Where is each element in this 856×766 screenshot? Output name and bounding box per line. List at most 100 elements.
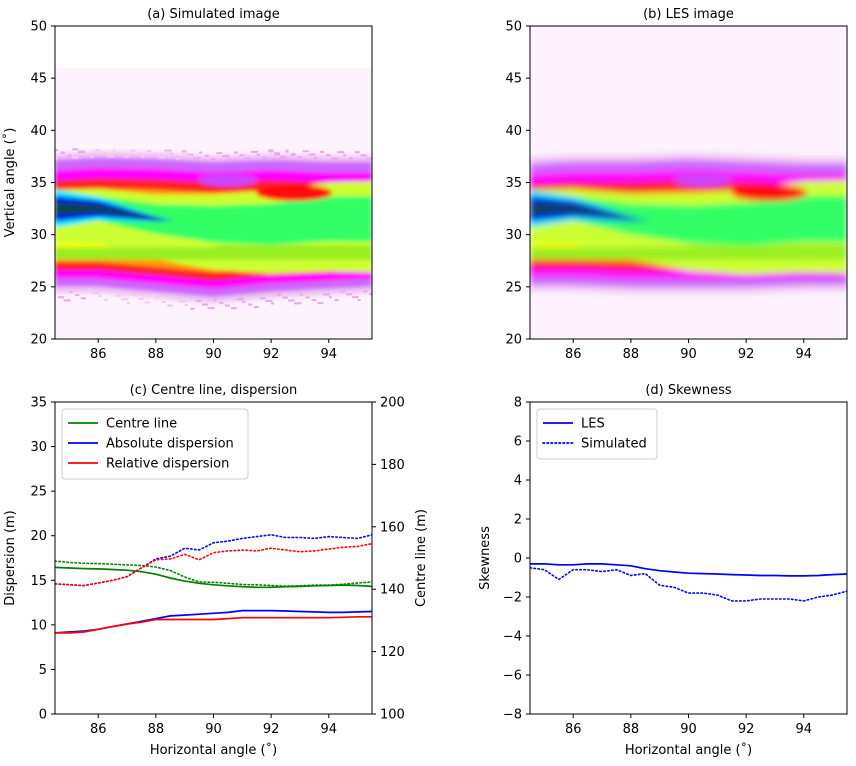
legend-label: Simulated: [581, 437, 647, 452]
x-tick-label: 92: [263, 347, 280, 362]
speckle: [334, 299, 339, 302]
y-tick-label: 20: [505, 333, 522, 348]
speckle: [259, 297, 266, 300]
y-tick-label: 30: [30, 440, 47, 455]
series-line-3: [55, 560, 372, 587]
speckle: [184, 304, 188, 306]
speckle: [320, 150, 325, 153]
plume-upper-red: [731, 184, 808, 201]
speckle: [176, 157, 180, 160]
speckle: [60, 150, 65, 153]
speckle: [311, 299, 317, 302]
speckle: [239, 154, 245, 157]
panel-b: 86 88 90 92 94 20 25 30 35 40 45 50 (b) LES image: [505, 7, 848, 362]
series-line-0: [55, 566, 372, 589]
y-tick-label: 50: [30, 20, 47, 35]
series-line-0: [530, 563, 847, 577]
speckle: [138, 297, 144, 300]
heatmap-image: [55, 26, 372, 339]
speckle: [196, 299, 202, 302]
speckle: [300, 293, 303, 296]
y-tick-label: 25: [505, 280, 522, 295]
y-tick-label: 0: [514, 552, 522, 567]
speckle: [204, 154, 209, 157]
y-axis-label: Skewness: [478, 526, 493, 590]
x-tick-label: 86: [565, 722, 582, 737]
heatmap-image: [530, 26, 847, 339]
series-lines: [530, 563, 847, 602]
speckle: [158, 156, 165, 159]
x-tick-label: 94: [320, 722, 337, 737]
y-tick-label: 20: [30, 333, 47, 348]
y2-tick-label: 180: [380, 458, 405, 473]
series-line-1: [530, 567, 847, 602]
y2-tick-label: 100: [380, 708, 405, 723]
speckle: [346, 293, 353, 296]
y-tick-label: −2: [503, 591, 522, 606]
speckle: [279, 156, 287, 159]
speckle: [170, 154, 174, 157]
speckle: [360, 154, 367, 157]
speckle: [167, 304, 173, 307]
speckle: [245, 157, 252, 160]
speckle: [89, 155, 94, 158]
y2-tick-label: 160: [380, 520, 405, 535]
series-line-1: [55, 609, 372, 634]
speckle: [164, 150, 172, 153]
plume-speckles: [55, 148, 372, 310]
panel-c: 86 88 90 92 94 0 5 10 15 20 25 30 35 (c) Centre line,…: [3, 383, 429, 758]
panel-d: 86 88 90 92 94 −8 −6 −4 −2 0 2 4 6 8 (d) Skewness Horiz…: [478, 383, 848, 758]
y-tick-label: 5: [39, 663, 47, 678]
x-tick-label: 90: [680, 722, 697, 737]
y-tick-label: 40: [30, 124, 47, 139]
x-tick-label: 86: [90, 722, 107, 737]
y-axis-label: Vertical angle (˚): [2, 128, 18, 238]
y-tick-label: 30: [30, 228, 47, 243]
speckle: [262, 156, 267, 159]
y-tick-label: 35: [30, 396, 47, 411]
plume-upper-patch: [672, 174, 733, 187]
series-lines: [55, 533, 372, 634]
y-tick-label: 0: [39, 708, 47, 723]
speckle: [72, 156, 79, 159]
y2-tick-label: 200: [380, 396, 405, 411]
speckle: [265, 299, 273, 302]
speckle: [112, 149, 116, 152]
speckle: [369, 293, 372, 296]
speckle: [187, 155, 194, 157]
speckle: [351, 296, 359, 299]
speckle: [340, 290, 346, 293]
speckle: [178, 300, 186, 303]
speckle: [297, 156, 303, 159]
speckle: [225, 304, 230, 307]
speckle: [83, 152, 87, 155]
x-tick-label: 90: [680, 347, 697, 362]
y-tick-label: 20: [30, 529, 47, 544]
speckle: [155, 297, 159, 300]
plot-frame: [529, 25, 848, 340]
x-tick-label: 92: [738, 722, 755, 737]
x-tick-label: 92: [263, 722, 280, 737]
plume-core-dark: [530, 203, 847, 225]
speckle: [366, 157, 372, 160]
plot-frame: [529, 401, 848, 715]
speckle: [75, 294, 80, 297]
chart-title: (c) Centre line, dispersion: [130, 383, 298, 398]
plume-core-dark: [55, 203, 372, 225]
speckle: [323, 293, 330, 296]
speckle: [173, 296, 180, 299]
speckle: [314, 156, 318, 159]
legend-label: LES: [581, 417, 605, 432]
speckle: [236, 298, 244, 301]
y-tick-label: 4: [514, 474, 522, 489]
plot-frame: [54, 25, 373, 340]
speckle: [181, 151, 187, 154]
x-axis-label: Horizontal angle (˚): [625, 742, 752, 758]
legend: [61, 408, 249, 480]
speckle: [141, 156, 145, 159]
legend-label: Centre line: [106, 417, 177, 432]
speckle: [276, 293, 281, 296]
speckle: [95, 149, 101, 152]
speckle: [302, 150, 309, 153]
